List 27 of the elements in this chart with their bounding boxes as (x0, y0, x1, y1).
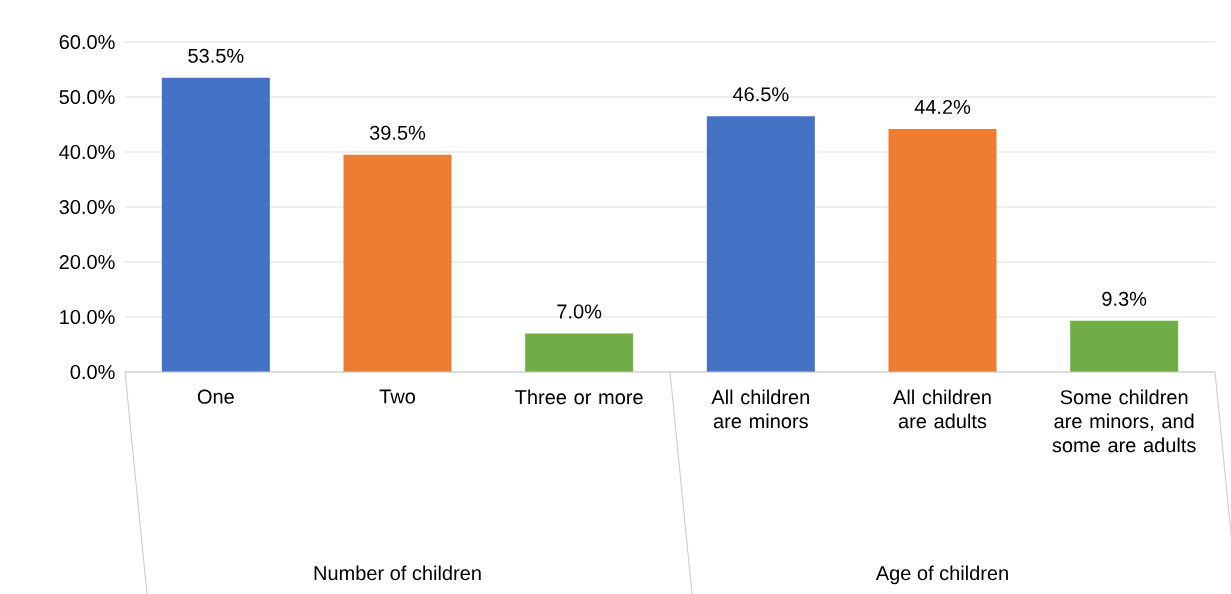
data-label: 44.2% (914, 99, 971, 114)
x-tick-label: One (197, 389, 234, 404)
data-label: 9.3% (1102, 291, 1147, 306)
bar (161, 77, 270, 373)
text: Number of children (314, 565, 481, 581)
data-label: 7.0% (557, 304, 602, 319)
bar (888, 128, 997, 373)
x-tick-label: All children are minors (711, 389, 809, 429)
data-label: 46.5% (732, 87, 789, 102)
y-tick-label: 50.0% (59, 89, 115, 105)
text: Age of children (875, 565, 1008, 585)
bar (343, 154, 452, 373)
bar (1070, 320, 1179, 373)
y-tick-label: 20.0% (59, 254, 115, 270)
x-tick-label: All children are adults (893, 389, 991, 429)
bar (706, 116, 815, 373)
data-label: 53.5% (188, 48, 244, 63)
x-tick-label: Some children are minors, and some are adults (1052, 389, 1196, 453)
x-tick-label: Three or more (515, 389, 643, 405)
y-tick-label: 60.0% (59, 34, 115, 50)
y-tick-label: 40.0% (59, 144, 115, 160)
x-tick-label: Two (379, 389, 416, 404)
y-tick-label: 0.0% (70, 364, 115, 380)
data-label: 39.5% (369, 125, 426, 140)
y-tick-label: 30.0% (59, 199, 115, 215)
y-tick-label: 10.0% (60, 309, 115, 325)
bar (525, 333, 634, 373)
